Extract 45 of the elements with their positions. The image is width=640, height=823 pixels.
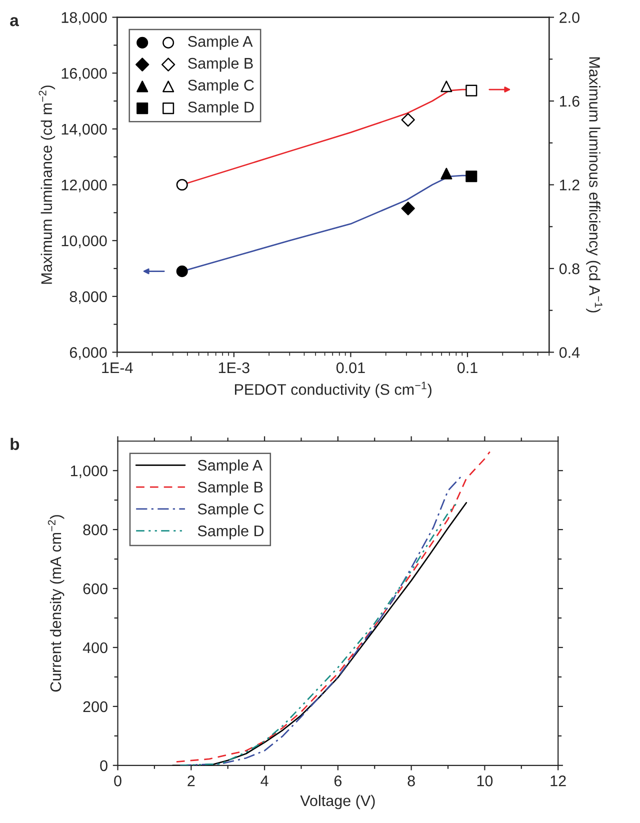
y-tick-label: 200 <box>83 701 108 712</box>
x-axis-title: Voltage (V) <box>300 794 375 810</box>
legend-label: Sample B <box>188 57 253 72</box>
x-axis-title: PEDOT conductivity (S cm$^{−1}$) <box>234 382 432 398</box>
legend-label: Sample A <box>198 459 263 474</box>
x-tick-label: 8 <box>408 776 415 786</box>
x-tick-label: 2 <box>188 776 195 786</box>
legend-label: Sample C <box>188 79 254 94</box>
y-axis-title: Maximum luminance (cd m$^{−2}$) <box>38 86 56 284</box>
y-tick-label: 6,000 <box>70 347 107 360</box>
legend-label: Sample D <box>188 101 254 116</box>
y-tick-label: 1,000 <box>70 465 108 478</box>
y-tick-label: 18,000 <box>62 12 107 25</box>
x-tick-label: 0.1 <box>457 362 478 374</box>
x-tick-label: 0 <box>114 776 122 786</box>
y2-tick-label: 0.4 <box>559 347 580 358</box>
x-tick-label: 10 <box>477 776 493 786</box>
y2-tick-label: 1.6 <box>560 96 580 107</box>
y-tick-label: 600 <box>83 583 108 594</box>
y2-tick-label: 2.0 <box>560 12 580 23</box>
legend-label: Sample D <box>198 525 264 540</box>
y-tick-label: 400 <box>82 642 108 654</box>
legend-label: Sample B <box>198 481 263 496</box>
x-tick-label: 4 <box>260 776 268 786</box>
y2-tick-label: 1.2 <box>560 180 580 190</box>
y-tick-label: 16,000 <box>62 68 107 81</box>
y-tick-label: 800 <box>83 524 108 536</box>
x-tick-label: 1E-4 <box>102 362 133 374</box>
x-tick-label: 12 <box>550 776 566 786</box>
line-series <box>176 451 491 763</box>
x-tick-label: 1E-3 <box>218 362 250 374</box>
y-tick-label: 12,000 <box>62 180 107 192</box>
y-tick-label: 0 <box>100 760 108 772</box>
y2-tick-label: 0.8 <box>559 263 580 274</box>
y-axis-title: Current density (mA cm$^{−2}$) <box>48 515 64 692</box>
legend-label: Sample C <box>198 503 264 518</box>
text: b <box>10 438 20 450</box>
y-tick-label: 10,000 <box>62 235 107 248</box>
y-tick-label: 8,000 <box>70 291 107 304</box>
legend-label: Sample A <box>188 36 253 50</box>
x-tick-label: 0.01 <box>336 362 365 374</box>
x-tick-label: 6 <box>334 776 342 786</box>
text: a <box>10 17 19 26</box>
y2-axis-title: Maximum luminous efficiency (cd A$^{−1}$) <box>586 57 602 312</box>
y-tick-label: 14,000 <box>62 124 107 136</box>
